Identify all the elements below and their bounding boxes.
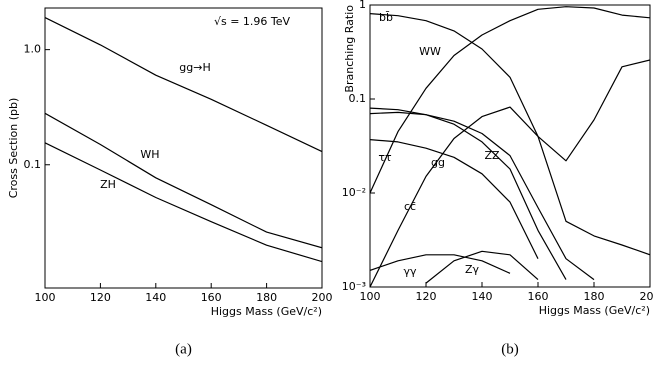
y-tick-label: 10⁻²: [342, 186, 366, 199]
y-tick-label: 1.0: [24, 43, 42, 56]
caption: (a): [175, 341, 192, 357]
y-tick-label: 1: [359, 0, 366, 11]
series-line: [45, 17, 322, 153]
series-label: ZZ: [484, 149, 500, 162]
x-tick-label: 100: [35, 291, 56, 304]
series-line: [370, 139, 539, 259]
x-tick-label: 180: [584, 290, 605, 303]
series-line: [370, 111, 595, 281]
series-line: [45, 112, 322, 249]
y-tick-label: 10⁻³: [342, 280, 366, 293]
series-label: ττ: [378, 151, 392, 164]
x-tick-label: 100: [360, 290, 381, 303]
x-tick-label: 200: [312, 291, 333, 304]
series-label: WH: [140, 148, 159, 161]
y-axis-label: Cross Section (pb): [7, 98, 20, 199]
series-label: bb̄: [379, 11, 393, 24]
x-tick-label: 120: [90, 291, 111, 304]
x-tick-label: 140: [145, 291, 166, 304]
series-label: cc̄: [404, 200, 416, 213]
y-axis-label: Branching Ratio: [343, 5, 356, 93]
x-axis-label: Higgs Mass (GeV/c²): [211, 305, 322, 318]
series-label: Zγ: [465, 263, 480, 276]
series-line: [425, 250, 539, 284]
series-line: [45, 142, 322, 263]
x-tick-label: 160: [201, 291, 222, 304]
plot-frame: [369, 4, 651, 288]
annotation: √s = 1.96 TeV: [214, 15, 291, 28]
y-tick-label: 0.1: [349, 92, 367, 105]
caption: (b): [501, 341, 519, 357]
x-tick-label: 160: [528, 290, 549, 303]
series-label: γγ: [403, 265, 417, 278]
series-label: gg→H: [179, 61, 210, 74]
x-tick-label: 200: [640, 290, 654, 303]
series-line: [370, 59, 650, 287]
series-label: gg: [431, 156, 445, 169]
x-axis-label: Higgs Mass (GeV/c²): [539, 304, 650, 317]
series-line: [370, 13, 650, 256]
series-label: ZH: [100, 178, 116, 191]
x-tick-label: 180: [256, 291, 277, 304]
plot-frame: [44, 7, 323, 289]
x-tick-label: 140: [472, 290, 493, 303]
series-line: [370, 254, 511, 274]
series-label: WW: [419, 45, 441, 58]
series-line: [370, 107, 567, 280]
y-tick-label: 0.1: [24, 158, 42, 171]
series-line: [370, 6, 650, 194]
x-tick-label: 120: [416, 290, 437, 303]
